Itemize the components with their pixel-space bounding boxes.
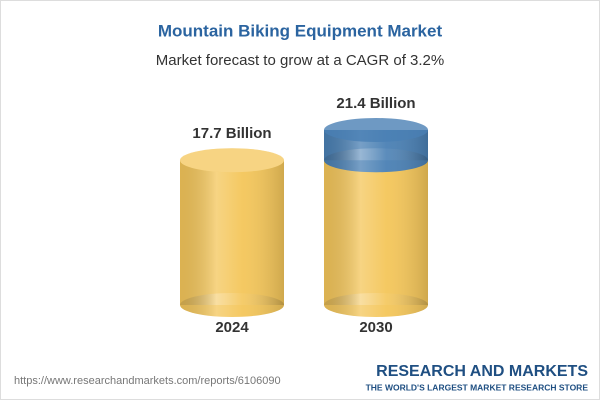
chart-subtitle: Market forecast to grow at a CAGR of 3.2… — [156, 52, 444, 69]
brand: RESEARCH AND MARKETS — [376, 363, 588, 380]
chart-title: Mountain Biking Equipment Market — [158, 21, 443, 40]
source-url: https://www.researchandmarkets.com/repor… — [14, 375, 281, 387]
cylinder-top-highlight — [180, 148, 284, 173]
cylinder-top — [324, 118, 428, 142]
cylinder-shade — [180, 160, 284, 305]
tagline: THE WORLD'S LARGEST MARKET RESEARCH STOR… — [366, 382, 589, 392]
cylinder-top — [180, 148, 284, 173]
x-tick-label: 2024 — [215, 319, 249, 336]
cylinder — [180, 148, 284, 317]
growth-bottom-shade — [324, 148, 428, 173]
value-label: 17.7 Billion — [192, 125, 271, 142]
value-label: 21.4 Billion — [336, 95, 415, 112]
cylinder-shade — [324, 160, 428, 305]
cylinder — [324, 118, 428, 317]
cylinder-bottom-shade — [180, 293, 284, 317]
x-tick-label: 2030 — [359, 319, 392, 336]
cylinder-bottom-shade — [324, 293, 428, 317]
